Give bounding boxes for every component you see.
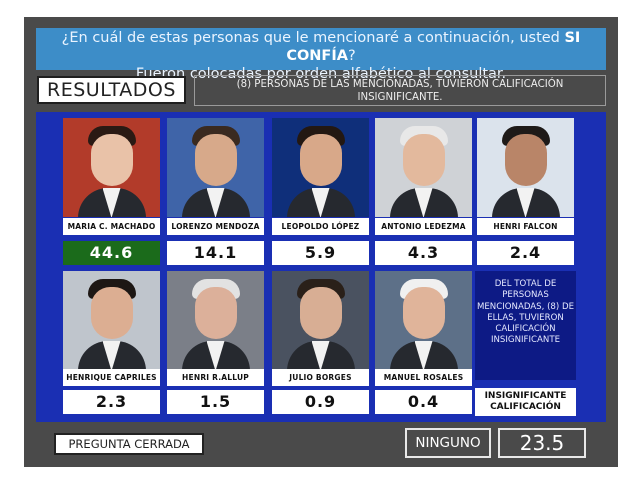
candidate-score: 1.5 <box>167 390 264 414</box>
candidate-name: MANUEL ROSALES <box>375 369 472 386</box>
candidate-photo <box>167 271 264 370</box>
candidate-photo <box>477 118 574 217</box>
candidate-name: LEOPOLDO LÓPEZ <box>272 218 369 235</box>
candidate-name: LORENZO MENDOZA <box>167 218 264 235</box>
candidate-photo <box>375 118 472 217</box>
closed-question-label: PREGUNTA CERRADA <box>54 433 204 455</box>
candidate-photo <box>63 118 160 217</box>
question-text-end: ? <box>347 48 356 64</box>
question-banner: ¿En cuál de estas personas que le mencio… <box>36 28 606 82</box>
results-title: RESULTADOS <box>37 76 186 104</box>
candidate-name: MARIA C. MACHADO <box>63 218 160 235</box>
candidate-name: HENRI R.ALLUP <box>167 369 264 386</box>
insignificant-note: (8) PERSONAS DE LAS MENCIONADAS, TUVIERO… <box>194 75 606 106</box>
candidate-name: HENRIQUE CAPRILES <box>63 369 160 386</box>
candidate-photo <box>272 118 369 217</box>
candidate-score: 0.4 <box>375 390 472 414</box>
question-highlight: SI CONFÍA <box>286 30 581 64</box>
candidate-score: 2.3 <box>63 390 160 414</box>
candidate-photo <box>272 271 369 370</box>
candidate-name: JULIO BORGES <box>272 369 369 386</box>
candidate-photo <box>63 271 160 370</box>
candidate-score: 0.9 <box>272 390 369 414</box>
question-subtext: Fueron colocadas por orden alfabético al… <box>135 66 507 82</box>
candidate-photo <box>375 271 472 370</box>
candidate-score: 14.1 <box>167 241 264 265</box>
candidate-score: 2.4 <box>477 241 574 265</box>
none-label: NINGUNO <box>405 428 491 458</box>
candidate-score: 44.6 <box>63 241 160 265</box>
candidate-score: 4.3 <box>375 241 472 265</box>
insignificant-info-panel: DEL TOTAL DE PERSONAS MENCIONADAS, (8) D… <box>475 271 576 380</box>
candidate-name: ANTONIO LEDEZMA <box>375 218 472 235</box>
candidate-name: HENRI FALCON <box>477 218 574 235</box>
insignificant-label: INSIGNIFICANTE CALIFICACIÓN <box>475 388 576 416</box>
candidate-photo <box>167 118 264 217</box>
none-value: 23.5 <box>498 428 586 458</box>
candidate-score: 5.9 <box>272 241 369 265</box>
question-text-start: ¿En cuál de estas personas que le mencio… <box>61 30 565 46</box>
